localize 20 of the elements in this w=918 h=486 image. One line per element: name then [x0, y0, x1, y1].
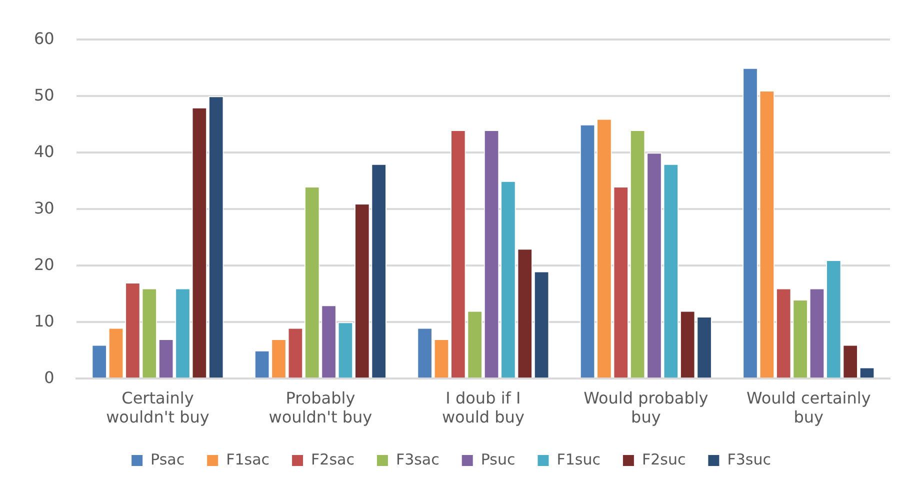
legend-label: F3suc: [727, 450, 771, 468]
legend-label: F3sac: [396, 450, 440, 468]
y-tick-label: 20: [34, 254, 54, 274]
x-tick-label: Certainly wouldn't buy: [106, 388, 210, 427]
x-tick-label: Probably wouldn't buy: [268, 388, 372, 427]
legend-label: F2suc: [642, 450, 686, 468]
y-tick-label: 0: [44, 368, 54, 387]
y-tick-label: 30: [34, 198, 54, 218]
legend-label: F1suc: [556, 450, 600, 468]
y-tick-label: 60: [34, 28, 54, 48]
x-tick-label: I doub if I would buy: [442, 388, 524, 427]
y-tick-label: 10: [34, 311, 54, 330]
x-tick-label: Would probably buy: [584, 388, 708, 427]
legend-label: F2sac: [311, 450, 354, 468]
legend-label: Psuc: [480, 450, 516, 468]
x-tick-label: Would certainly buy: [746, 388, 871, 427]
legend-label: F1sac: [226, 450, 270, 468]
y-tick-label: 40: [34, 142, 54, 161]
legend-label: Psac: [150, 450, 185, 468]
y-tick-label: 50: [34, 85, 54, 104]
